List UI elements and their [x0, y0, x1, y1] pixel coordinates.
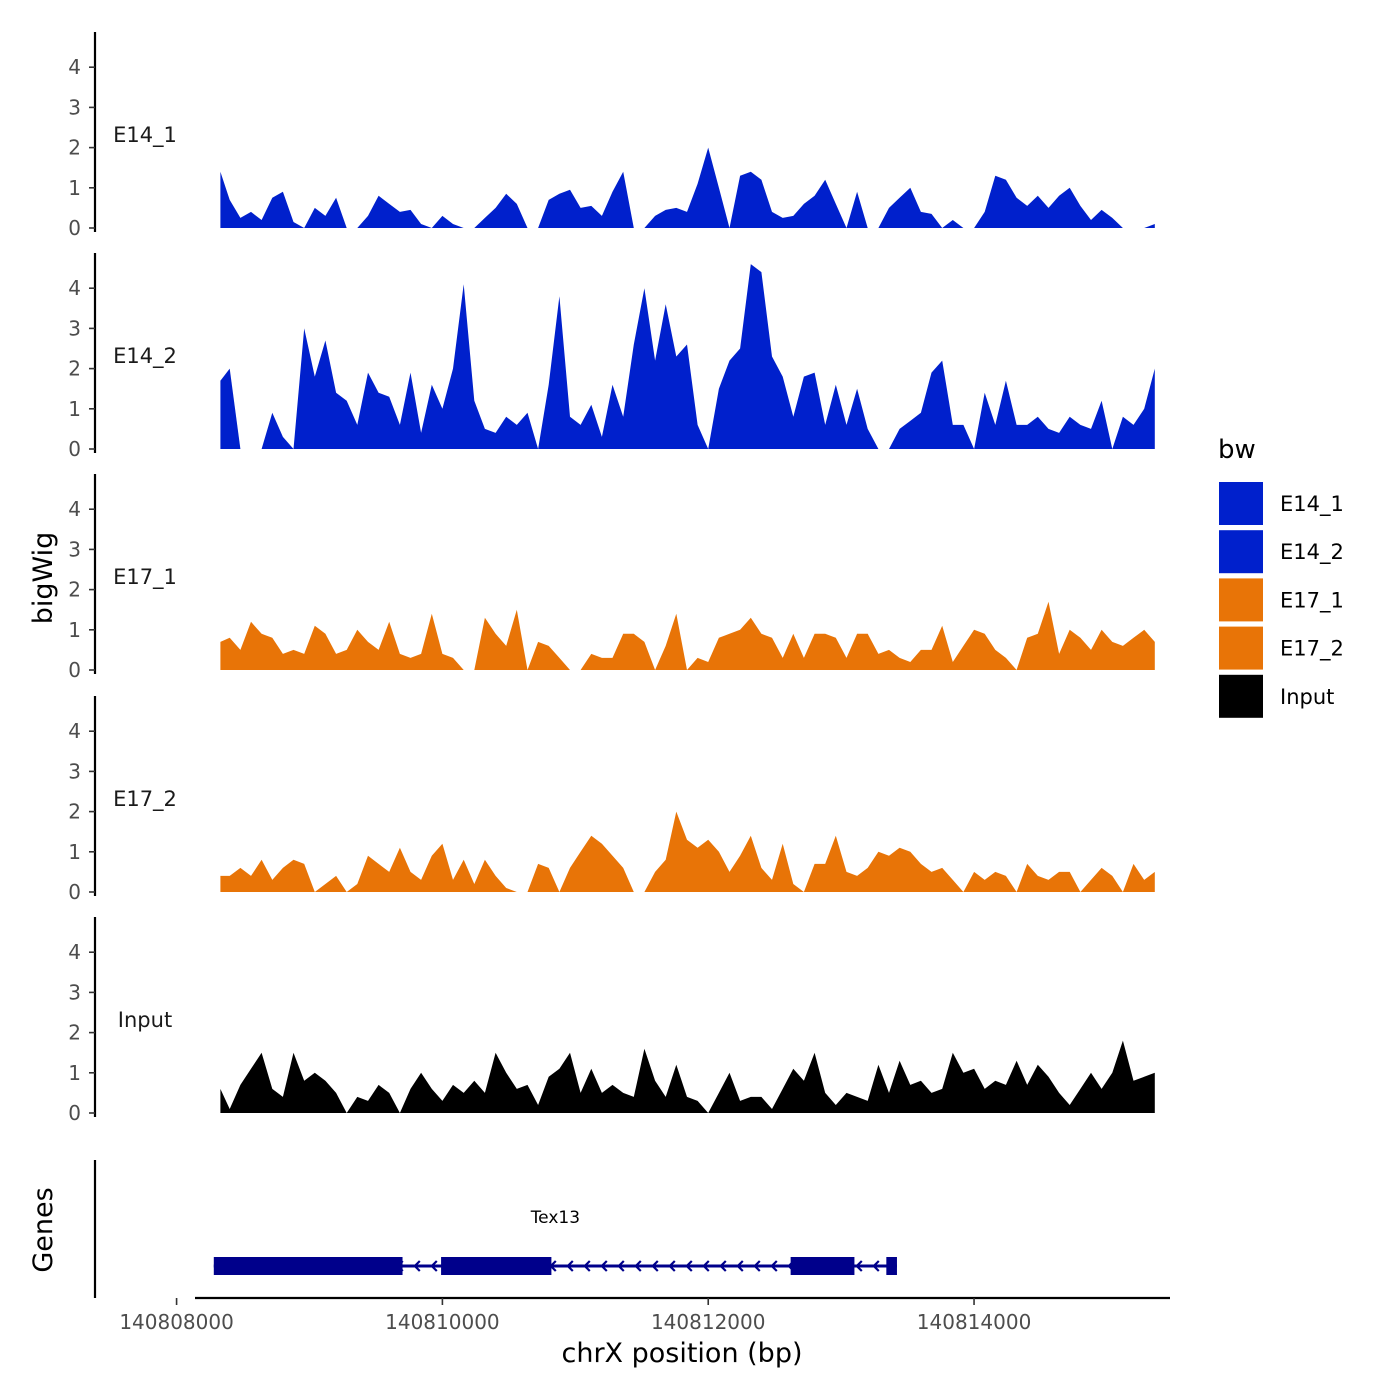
y-tick-label: 3 — [68, 537, 81, 561]
y-tick-label: 2 — [68, 800, 81, 824]
legend-swatch-e14_2 — [1219, 530, 1263, 574]
strand-arrow — [617, 1260, 625, 1272]
y-tick-label: 0 — [68, 1101, 81, 1125]
exon-block — [790, 1257, 855, 1275]
y-tick-label: 3 — [68, 95, 81, 119]
x-tick-label: 140812000 — [651, 1310, 766, 1334]
genes-axis-title: Genes — [28, 1187, 59, 1272]
y-tick-label: 2 — [68, 136, 81, 160]
signal-area — [644, 147, 868, 228]
exon-block — [213, 1257, 403, 1275]
track-panel-e17_1: 0 1 2 3 4 E17_1 — [68, 474, 1155, 682]
signal-area — [474, 193, 528, 228]
gene-tex13: Tex13 — [213, 1208, 897, 1275]
signal-area — [220, 1040, 1155, 1113]
strand-arrow — [719, 1260, 727, 1272]
legend-swatch-e14_1 — [1219, 482, 1263, 525]
strand-arrow — [753, 1260, 761, 1272]
y-tick-label: 4 — [68, 497, 81, 521]
y-axis-title: bigWig — [28, 532, 59, 625]
y-tick-label: 1 — [68, 176, 81, 200]
strand-arrow — [600, 1260, 608, 1272]
strand-arrow — [583, 1260, 591, 1272]
strand-arrow — [651, 1260, 659, 1272]
gene-label: Tex13 — [530, 1208, 580, 1228]
track-label: E17_1 — [113, 565, 177, 590]
legend-title: bw — [1218, 435, 1256, 465]
strand-arrow — [413, 1260, 421, 1272]
legend-label-e14_2: E14_2 — [1280, 540, 1344, 565]
track-panel-input: 0 1 2 3 4 Input — [68, 917, 1155, 1125]
track-label: E17_2 — [113, 787, 177, 812]
y-tick-label: 2 — [68, 357, 81, 381]
track-panel-e17_2: 0 1 2 3 4 E17_2 — [68, 696, 1155, 904]
y-tick-label: 2 — [68, 578, 81, 602]
signal-area — [527, 835, 634, 892]
x-axis: 140808000 140810000 140812000 140814000 — [119, 1296, 1170, 1334]
y-tick-label: 1 — [68, 1061, 81, 1085]
strand-arrow — [430, 1260, 438, 1272]
y-tick-label: 4 — [68, 940, 81, 964]
gene-track: Tex13 — [93, 1160, 897, 1298]
y-tick-label: 0 — [68, 437, 81, 461]
exon-block — [441, 1257, 552, 1275]
legend-swatch-e17_1 — [1219, 578, 1263, 622]
y-tick-label: 1 — [68, 840, 81, 864]
strand-arrow — [736, 1260, 744, 1272]
strand-arrow — [702, 1260, 710, 1272]
legend-label-e17_2: E17_2 — [1280, 637, 1344, 662]
y-tick-label: 3 — [68, 316, 81, 340]
y-tick-label: 4 — [68, 719, 81, 743]
signal-area — [974, 175, 1123, 228]
exon-block — [886, 1257, 897, 1275]
signal-area — [878, 187, 964, 228]
y-tick-label: 1 — [68, 397, 81, 421]
strand-arrow — [855, 1260, 863, 1272]
strand-arrow — [566, 1260, 574, 1272]
track-panel-e14_2: 0 1 2 3 4 E14_2 — [68, 253, 1155, 461]
track-panels: 0 1 2 3 4 E14_1 0 1 2 3 4 E14_2 0 1 2 3 4 E17_1 0 1 2 3 4 E17_2… — [68, 32, 1155, 1125]
signal-area — [474, 609, 570, 670]
signal-area — [889, 360, 1155, 449]
x-tick-label: 140814000 — [917, 1310, 1032, 1334]
legend-label-e17_1: E17_1 — [1280, 588, 1344, 613]
x-tick-label: 140810000 — [385, 1310, 500, 1334]
legend-swatch-e17_2 — [1219, 626, 1263, 670]
signal-area — [644, 811, 1155, 892]
legend-swatch-input — [1219, 674, 1263, 718]
y-tick-label: 1 — [68, 618, 81, 642]
signal-area — [251, 264, 879, 449]
y-tick-label: 0 — [68, 216, 81, 240]
strand-arrow — [685, 1260, 693, 1272]
y-tick-label: 0 — [68, 880, 81, 904]
signal-area — [220, 171, 347, 228]
strand-arrow — [668, 1260, 676, 1272]
legend-label-input: Input — [1280, 685, 1334, 709]
strand-arrow — [872, 1260, 880, 1272]
signal-area — [220, 368, 241, 449]
y-tick-label: 2 — [68, 1021, 81, 1045]
track-panel-e14_1: 0 1 2 3 4 E14_1 — [68, 32, 1155, 240]
y-tick-label: 3 — [68, 980, 81, 1004]
signal-area — [357, 195, 464, 228]
legend-label-e14_1: E14_1 — [1280, 492, 1344, 517]
track-label: E14_2 — [113, 344, 177, 369]
signal-area — [1133, 224, 1155, 228]
strand-arrow — [770, 1260, 778, 1272]
y-tick-label: 4 — [68, 276, 81, 300]
y-tick-label: 4 — [68, 55, 81, 79]
x-tick-label: 140808000 — [119, 1310, 234, 1334]
signal-area — [220, 843, 517, 892]
signal-area — [538, 171, 634, 228]
y-tick-label: 3 — [68, 759, 81, 783]
legend: bw E14_1 E14_2 E17_1 E17_2 Input — [1218, 435, 1344, 718]
signal-area — [220, 613, 464, 670]
strand-arrow — [634, 1260, 642, 1272]
y-tick-label: 0 — [68, 658, 81, 682]
x-axis-title: chrX position (bp) — [561, 1338, 802, 1369]
signal-area — [580, 601, 1155, 670]
track-label: Input — [118, 1008, 172, 1032]
track-label: E14_1 — [113, 123, 177, 148]
